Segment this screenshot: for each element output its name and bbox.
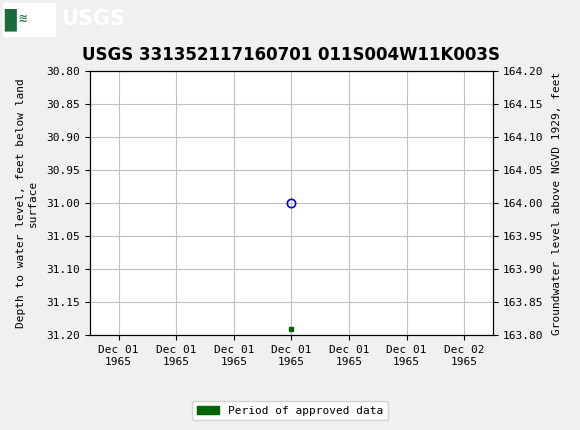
Legend: Period of approved data: Period of approved data: [193, 401, 387, 420]
Y-axis label: Depth to water level, feet below land
surface: Depth to water level, feet below land su…: [16, 78, 38, 328]
Bar: [3, 3, 55, 36]
Y-axis label: Groundwater level above NGVD 1929, feet: Groundwater level above NGVD 1929, feet: [552, 71, 561, 335]
Text: █: █: [5, 8, 16, 31]
Title: USGS 331352117160701 011S004W11K003S: USGS 331352117160701 011S004W11K003S: [82, 46, 501, 64]
Text: USGS: USGS: [61, 9, 125, 29]
Text: ≋: ≋: [19, 12, 27, 26]
